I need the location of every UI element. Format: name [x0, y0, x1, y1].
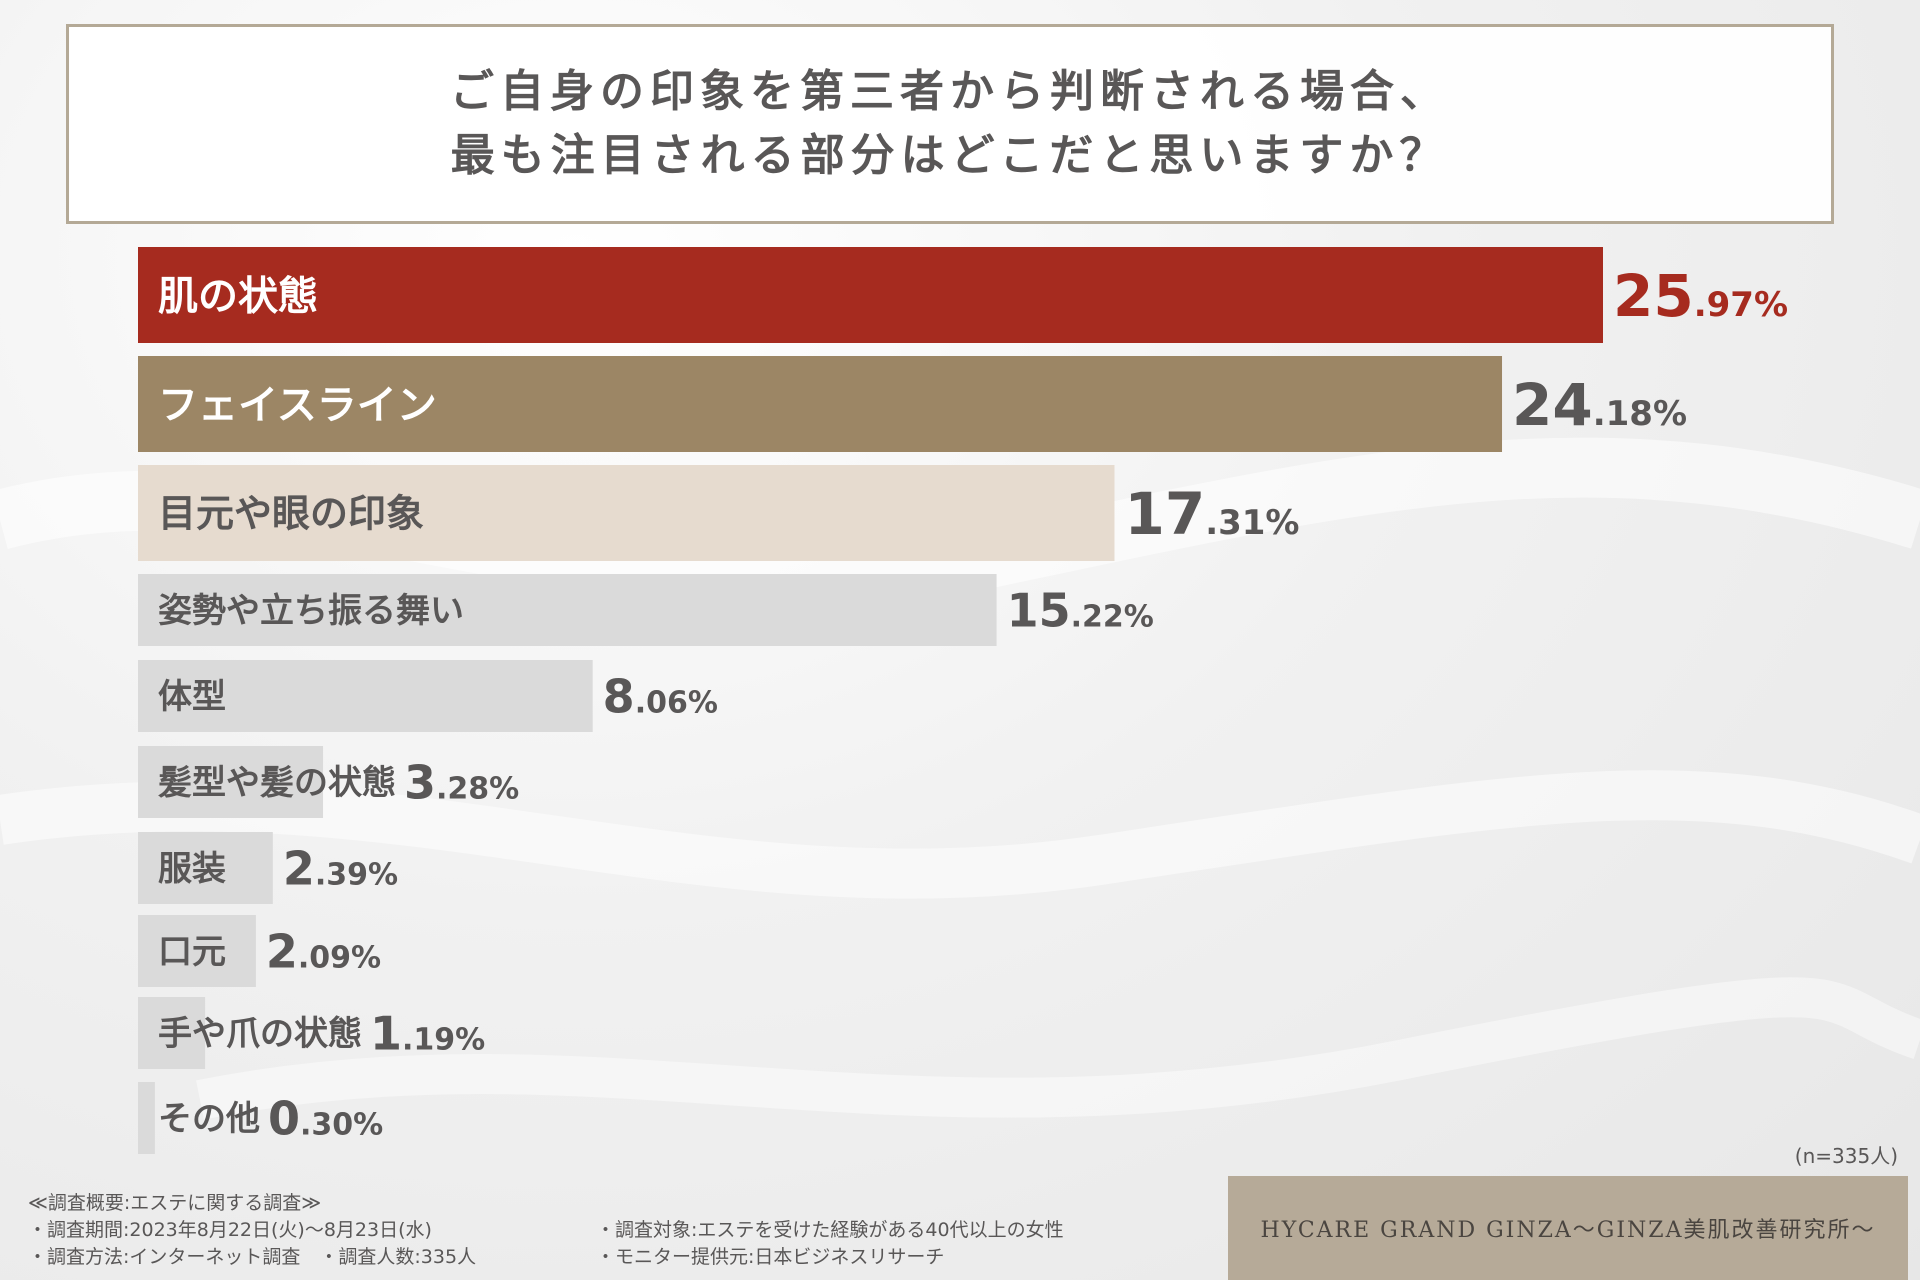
value-label-8: 1.19% — [370, 1007, 485, 1061]
value-label-2: 17.31% — [1124, 480, 1299, 548]
chart-title-line1: ご自身の印象を第三者から判断される場合、 — [450, 66, 1450, 117]
value-label-5: 3.28% — [404, 756, 519, 810]
value-label-4: 8.06% — [603, 670, 718, 724]
sample-size: (n=335人) — [1794, 1144, 1898, 1168]
bar-0 — [138, 247, 1603, 343]
bar-1 — [138, 356, 1503, 452]
bar-label-8: 手や爪の状態 — [158, 1014, 362, 1054]
bar-3 — [138, 574, 997, 646]
bar-2 — [138, 465, 1115, 561]
value-label-3: 15.22% — [1007, 584, 1154, 638]
bar-label-6: 服装 — [158, 849, 226, 889]
bar-label-0: 肌の状態 — [158, 273, 318, 319]
bar-label-3: 姿勢や立ち振る舞い — [158, 591, 464, 631]
bar-5 — [138, 746, 324, 818]
survey-target: ・調査対象:エステを受けた経験がある40代以上の女性 — [596, 1219, 1064, 1241]
survey-method: ・調査方法:インターネット調査 ・調査人数:335人 — [28, 1246, 477, 1268]
value-label-7: 2.09% — [266, 925, 381, 979]
title-box: ご自身の印象を第三者から判断される場合、 最も注目される部分はどこだと思いますか… — [66, 24, 1834, 224]
bar-label-4: 体型 — [158, 677, 226, 717]
value-label-6: 2.39% — [283, 842, 398, 896]
bar-6 — [138, 832, 273, 904]
bar-4 — [138, 660, 593, 732]
bar-7 — [138, 915, 256, 987]
bar-label-5: 髪型や髪の状態 — [158, 763, 396, 803]
bar-label-1: フェイスライン — [158, 382, 437, 428]
survey-heading: ≪調査概要:エステに関する調査≫ — [28, 1192, 322, 1214]
value-label-9: 0.30% — [268, 1092, 383, 1146]
survey-provider: ・モニター提供元:日本ビジネスリサーチ — [596, 1246, 945, 1268]
bar-label-7: 口元 — [158, 932, 226, 972]
bar-label-9: その他 — [158, 1099, 260, 1139]
survey-period: ・調査期間:2023年8月22日(火)～8月23日(水) — [28, 1219, 432, 1241]
bar-label-2: 目元や眼の印象 — [158, 492, 424, 536]
chart-title-line2: 最も注目される部分はどこだと思いますか？ — [450, 130, 1450, 181]
value-label-1: 24.18% — [1512, 371, 1687, 439]
survey-notes: ≪調査概要:エステに関する調査≫ ・調査期間:2023年8月22日(火)～8月2… — [28, 1190, 476, 1271]
brand-banner: HYCARE GRAND GINZA～GINZA美肌改善研究所～ — [1228, 1176, 1908, 1280]
bar-9 — [138, 1082, 155, 1154]
value-label-0: 25.97% — [1613, 262, 1788, 330]
survey-notes-right: ・調査対象:エステを受けた経験がある40代以上の女性 ・モニター提供元:日本ビジ… — [596, 1217, 1064, 1271]
bar-8 — [138, 997, 206, 1069]
bar-chart: 肌の状態 25.97% フェイスライン 24.18% 目元や眼の印象 17.31% 姿勢や立… — [138, 247, 1788, 1154]
